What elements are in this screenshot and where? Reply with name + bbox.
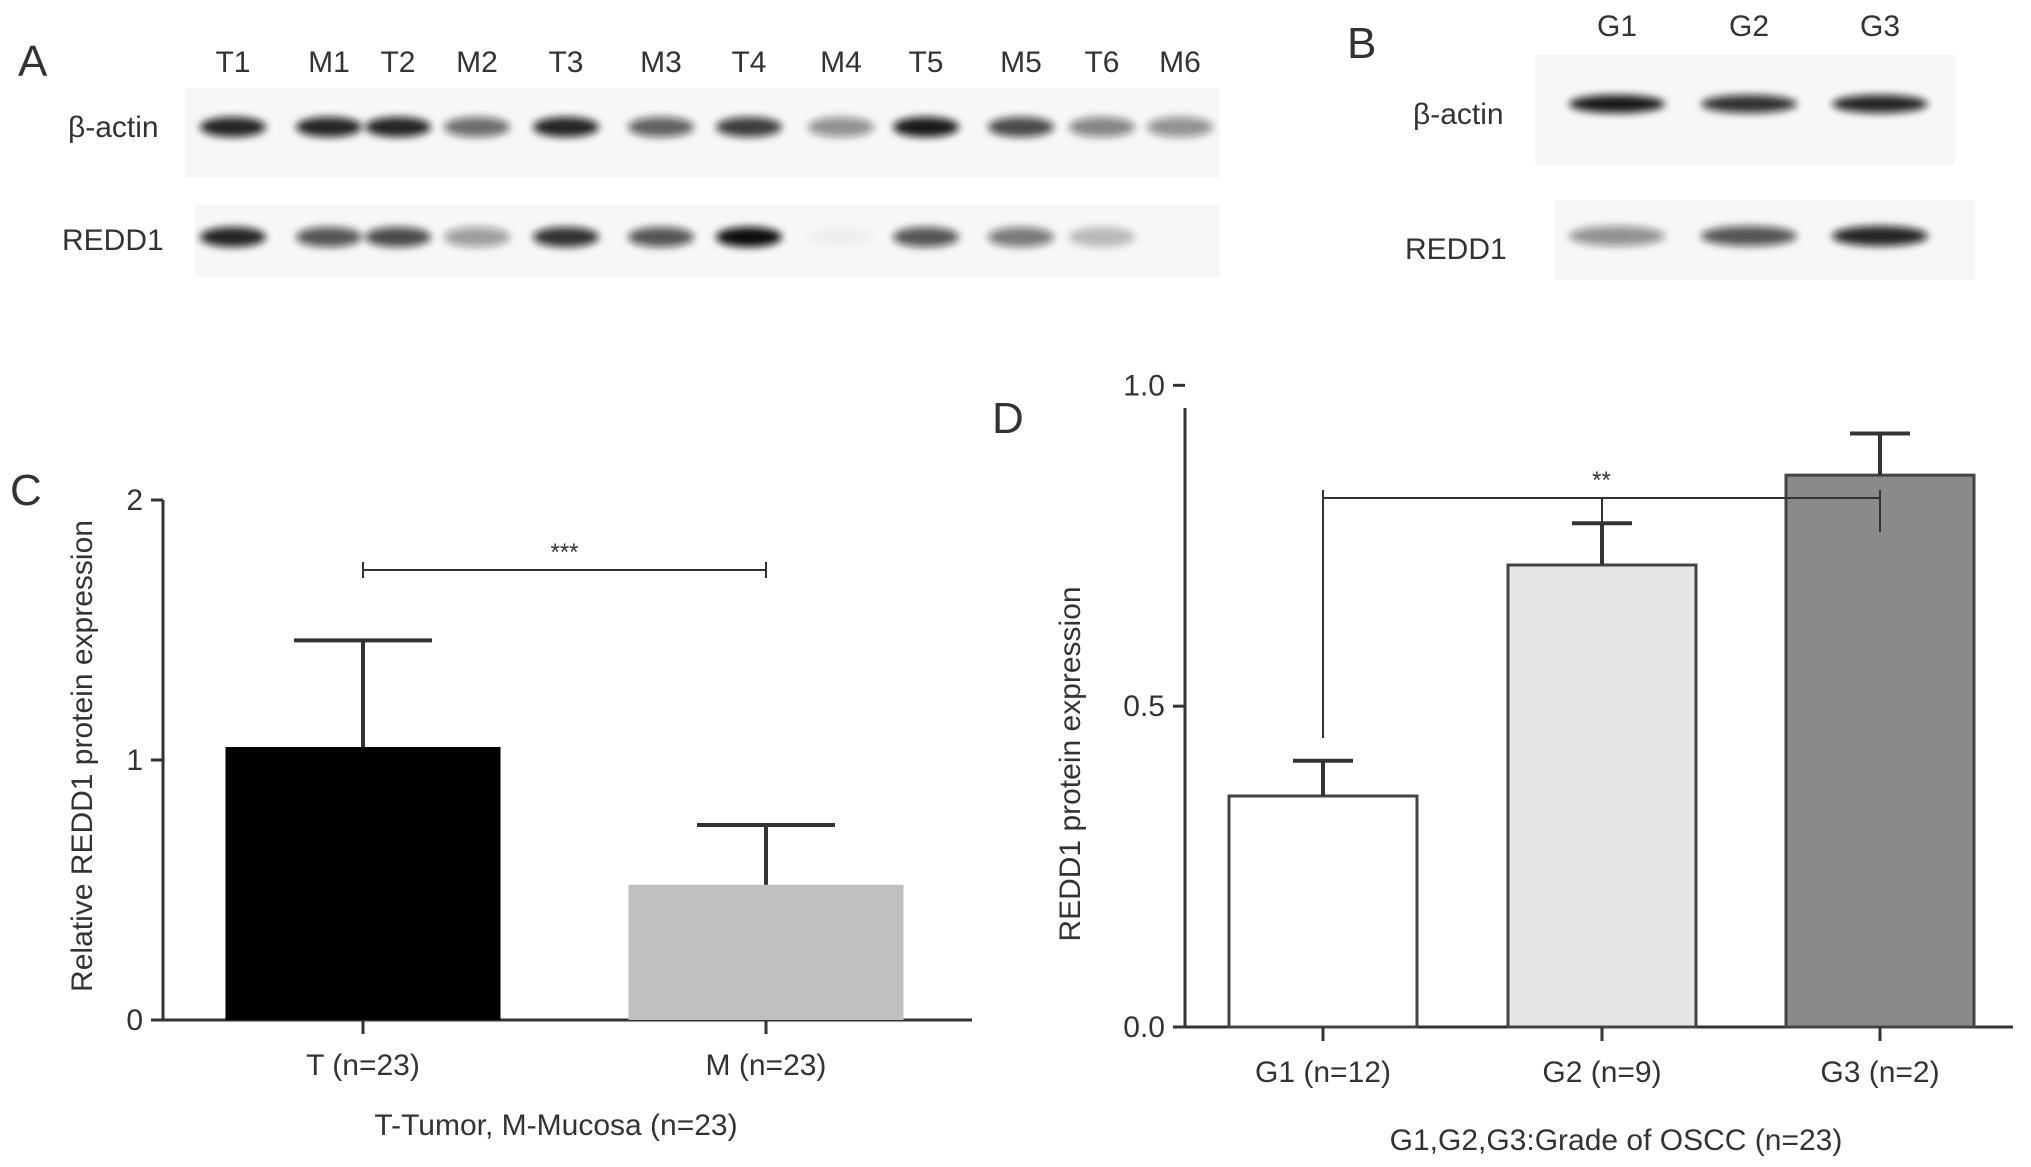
panel-c-letter: C [10,466,42,515]
blot-band-beta-actin [628,117,694,137]
lane-label: T4 [731,46,766,79]
blot-band-redd1 [628,227,694,247]
blot-band-beta-actin [1069,117,1135,137]
x-tick-label: G3 (n=2) [1820,1056,1939,1089]
x-tick-label: G1 (n=12) [1255,1056,1391,1089]
panel-c-x-axis-label: T-Tumor, M-Mucosa (n=23) [374,1109,737,1142]
blot-band-beta-actin [716,117,782,137]
blot-band-beta-actin [533,117,599,137]
blot-band-redd1 [716,227,782,247]
y-tick-label: 0 [126,1004,143,1037]
x-tick-label: T (n=23) [306,1049,420,1082]
lane-label: T5 [908,46,943,79]
panel-b-bands-beta-actin [1569,95,1928,113]
blot-band-beta-actin [365,117,431,137]
bar [1227,794,1419,1029]
panel-d-letter: D [992,394,1024,443]
panel-d: D REDD1 protein expression G1,G2,G3:Grad… [992,369,2013,1157]
lane-label: T3 [548,46,583,79]
lane-label: G3 [1860,10,1900,43]
panel-a: A T1 M1 T2 M2 T3 M3 T4 M4 T5 M5 T6 M6 β-… [18,37,1220,277]
panel-b-letter: B [1347,19,1376,68]
panel-d-plot: 0.0 0.5 1.0 G1 (n=12) G2 (n=9) G3 (n=2) ** [1123,369,2013,1089]
lane-label: G1 [1597,10,1637,43]
lane-label: T2 [380,46,415,79]
lane-label: T1 [215,46,250,79]
panel-c: C Relative REDD1 protein expression T-Tu… [10,466,972,1142]
y-tick-label: 1 [126,744,143,777]
blot-band-redd1 [1569,226,1665,246]
lane-label: M5 [1000,46,1042,79]
panel-a-row-label-redd1: REDD1 [62,224,164,257]
blot-band-beta-actin [988,117,1054,137]
blot-band-beta-actin [296,117,362,137]
blot-band-beta-actin [1147,117,1213,137]
panel-b: B G1 G2 G3 β-actin REDD1 [1347,10,1975,280]
panel-d-x-axis-label: G1,G2,G3:Grade of OSCC (n=23) [1390,1124,1843,1157]
panel-d-y-axis-label: REDD1 protein expression [1054,586,1087,941]
blot-band-beta-actin [1701,95,1797,113]
bar [628,884,904,1020]
blot-band-beta-actin [808,117,874,137]
lane-label: M1 [308,46,350,79]
panel-c-y-axis-label: Relative REDD1 protein expression [66,520,99,992]
blot-band-redd1 [988,227,1054,247]
blot-band-redd1 [200,227,266,247]
blot-band-beta-actin [1832,95,1928,113]
lane-label: M4 [820,46,862,79]
lane-label: T6 [1084,46,1119,79]
lane-label: M3 [640,46,682,79]
lane-label: M6 [1159,46,1201,79]
blot-band-beta-actin [1569,95,1665,113]
panel-b-row-label-beta-actin: β-actin [1413,98,1504,131]
panel-a-bands-redd1 [200,227,1135,247]
panel-a-bands-beta-actin [200,117,1213,137]
blot-band-beta-actin [200,117,266,137]
significance-label: *** [550,539,578,566]
bar [225,747,501,1020]
blot-band-redd1 [1832,226,1928,246]
y-tick-label: 0.0 [1123,1011,1165,1044]
lane-label: G2 [1729,10,1769,43]
x-tick-label: G2 (n=9) [1542,1056,1661,1089]
blot-band-redd1 [808,227,874,247]
panel-c-plot: 0 1 2 T (n=23) M (n=23) *** [126,484,972,1082]
blot-band-redd1 [533,227,599,247]
x-tick-label: M (n=23) [706,1049,827,1082]
blot-band-redd1 [444,227,510,247]
bar [1506,563,1698,1029]
bar [1784,473,1976,1029]
blot-band-redd1 [893,227,959,247]
blot-band-beta-actin [444,117,510,137]
panel-a-lane-labels: T1 M1 T2 M2 T3 M3 T4 M4 T5 M5 T6 M6 [215,46,1200,79]
blot-band-beta-actin [893,117,959,137]
panel-b-row-label-redd1: REDD1 [1405,233,1507,266]
panel-a-row-label-beta-actin: β-actin [68,111,159,144]
y-tick-label: 1.0 [1123,369,1165,402]
blot-band-redd1 [1069,227,1135,247]
lane-label: M2 [456,46,498,79]
y-tick-label: 2 [126,484,143,517]
significance-label: ** [1592,467,1611,494]
blot-band-redd1 [365,227,431,247]
panel-b-bands-redd1 [1569,226,1928,246]
panel-a-blot-strip-beta-actin [185,88,1220,178]
y-tick-label: 0.5 [1123,690,1165,723]
blot-band-redd1 [1701,226,1797,246]
panel-a-letter: A [18,37,48,86]
blot-band-redd1 [296,227,362,247]
